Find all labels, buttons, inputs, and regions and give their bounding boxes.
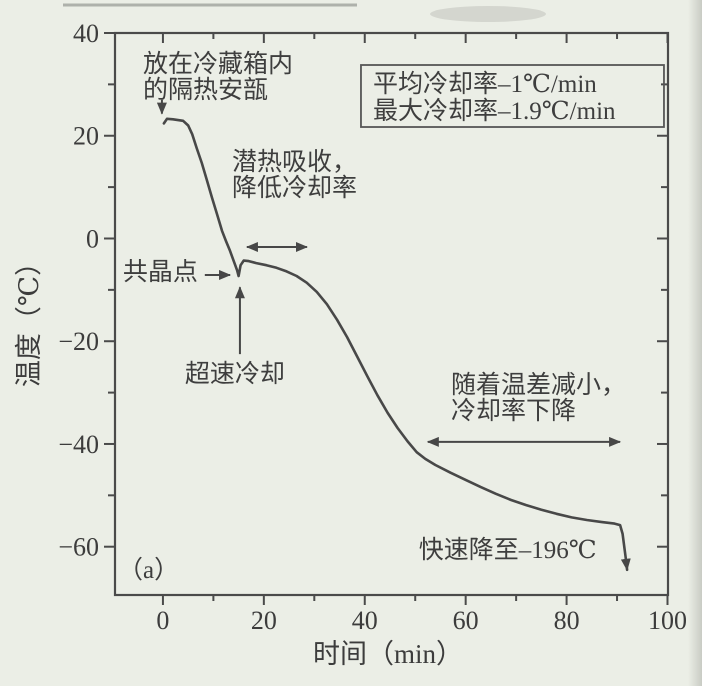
x-tick-label: 40 xyxy=(352,606,378,635)
x-tick-label: 100 xyxy=(648,606,687,635)
info-box-line-2: 最大冷却率–1.9℃/min xyxy=(373,97,616,125)
x-tick-label: 0 xyxy=(156,606,169,635)
figure-label: （a） xyxy=(118,556,179,584)
x-tick-label: 60 xyxy=(453,606,479,635)
y-tick-label: 0 xyxy=(86,224,99,253)
info-box xyxy=(360,64,665,128)
eutectic-label-text: 共晶点 xyxy=(123,258,198,286)
y-tick-label: −40 xyxy=(58,430,99,459)
x-axis-title: 时间（min） xyxy=(313,639,463,669)
y-tick-label: 20 xyxy=(73,122,99,151)
tempdiff-label-text: 随着温差减小， xyxy=(451,371,626,399)
tempdiff-label-text: 冷却率下降 xyxy=(451,397,576,425)
supercool-label-text: 超速冷却 xyxy=(185,360,285,388)
final-drop-label-text: 快速降至–196℃ xyxy=(419,536,597,564)
scan-artifact-right-shade xyxy=(688,0,702,686)
scan-artifact-smudge xyxy=(430,6,546,22)
y-tick-label: 40 xyxy=(73,19,99,48)
x-tick-label: 80 xyxy=(554,606,580,635)
y-tick-label: −60 xyxy=(58,533,99,562)
y-tick-label: −20 xyxy=(58,327,99,356)
cooling-curve xyxy=(162,117,631,572)
info-box-line-1: 平均冷却率–1℃/min xyxy=(373,70,597,98)
y-axis-title: 温度（℃） xyxy=(14,249,44,387)
ampoule-label-text: 的隔热安瓿 xyxy=(143,76,268,104)
latent-heat-label-text: 降低冷却率 xyxy=(232,174,357,202)
x-tick-label: 20 xyxy=(251,606,277,635)
axis-ticks: 0 20 40 60 80 100 40 20 0 −20 −40 −60 xyxy=(58,19,687,635)
curve-group xyxy=(162,117,631,572)
ampoule-label-text: 放在冷藏箱内 xyxy=(143,50,293,78)
plot-frame xyxy=(113,31,670,597)
latent-heat-label-text: 潜热吸收， xyxy=(232,148,357,176)
